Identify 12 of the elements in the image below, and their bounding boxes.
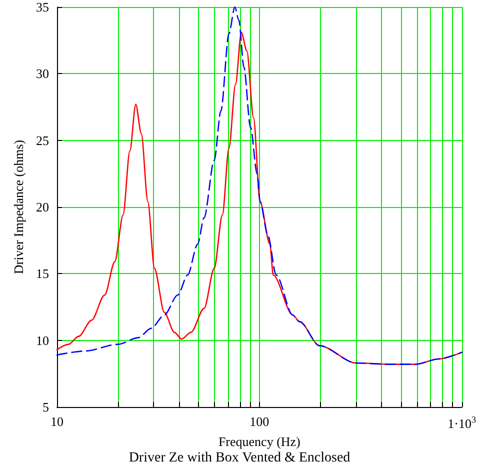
y-tick-label: 5 xyxy=(42,400,49,414)
x-axis-title: Frequency (Hz) xyxy=(218,434,300,449)
y-tick-label: 30 xyxy=(36,66,49,82)
y-tick-label: 10 xyxy=(36,332,49,348)
y-tick-label: 35 xyxy=(36,0,49,14)
text: Driver Ze with Box Vented & Enclosed xyxy=(128,450,350,466)
x-tick-label: 100 xyxy=(250,414,270,429)
y-tick-label: 25 xyxy=(36,132,49,148)
y-tick-label: 20 xyxy=(36,200,49,214)
y-axis-title: Driver Impedance (ohms) xyxy=(11,140,26,274)
y-tick-label: 15 xyxy=(36,266,49,282)
x-tick-label: 10 xyxy=(50,414,64,429)
